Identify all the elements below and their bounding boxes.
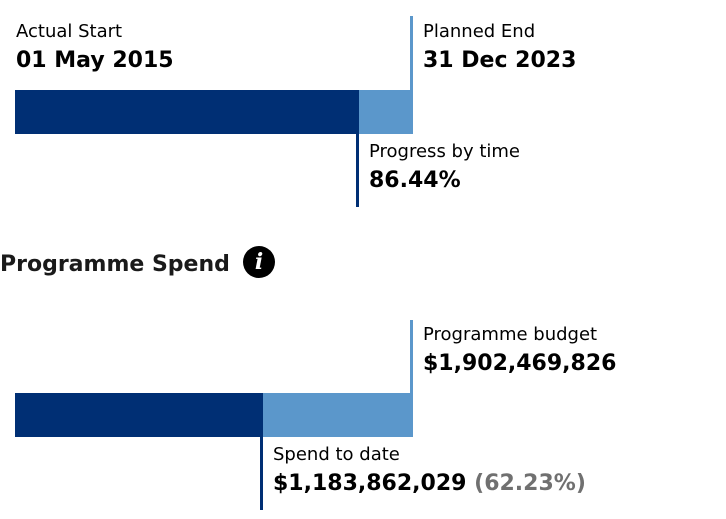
actual-start-value: 01 May 2015 <box>16 48 174 73</box>
spend-label: Spend to date <box>273 444 400 465</box>
progress-value: 86.44% <box>369 168 461 193</box>
budget-label: Programme budget <box>423 324 598 345</box>
spend-bar-progress <box>15 393 263 437</box>
spend-percent: (62.23%) <box>474 471 586 496</box>
budget-marker <box>410 320 413 437</box>
budget-value: $1,902,469,826 <box>423 351 617 376</box>
info-icon[interactable]: i <box>243 246 275 278</box>
spend-marker <box>260 393 263 510</box>
progress-marker <box>356 90 359 207</box>
progress-label: Progress by time <box>369 141 521 162</box>
planned-end-label: Planned End <box>423 21 536 42</box>
planned-end-value: 31 Dec 2023 <box>423 48 577 73</box>
planned-end-marker <box>410 16 413 134</box>
timeline-bar-progress <box>15 90 359 134</box>
spend-value-row: $1,183,862,029 (62.23%) <box>273 471 586 497</box>
section-title: Programme Spend <box>0 252 230 277</box>
spend-value: $1,183,862,029 <box>273 471 467 496</box>
actual-start-label: Actual Start <box>16 21 123 42</box>
